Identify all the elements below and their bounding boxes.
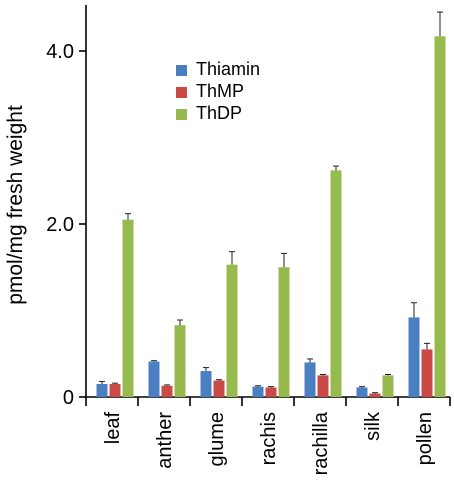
bar-thmp-rachilla <box>317 375 329 397</box>
bar-thiamin-silk <box>356 387 368 397</box>
legend-label-thdp: ThDP <box>196 103 242 123</box>
x-category-labels: leaf anther glume rachis rachilla silk pollen <box>102 411 436 475</box>
x-tick-label-pollen: pollen <box>414 412 436 465</box>
bar-thiamin-leaf <box>96 384 108 397</box>
y-axis-label: pmol/mg fresh weight <box>4 105 27 305</box>
bar-thiamin-rachilla <box>304 362 316 397</box>
y-tick-label: 2.0 <box>46 214 74 236</box>
y-tick-label: 0 <box>63 387 74 409</box>
bar-thmp-rachis <box>265 387 277 397</box>
axes <box>85 5 451 406</box>
x-tick-label-silk: silk <box>362 411 384 441</box>
bar-thiamin-anther <box>148 361 160 397</box>
x-tick-label-anther: anther <box>154 412 176 469</box>
error-bars-group <box>99 11 443 394</box>
legend-swatch-thdp <box>176 109 187 120</box>
x-tick-label-rachilla: rachilla <box>310 411 332 475</box>
legend-swatch-thiamin <box>176 65 187 76</box>
bar-thiamin-glume <box>200 371 212 397</box>
bar-thmp-anther <box>161 385 173 397</box>
bar-thmp-glume <box>213 380 225 397</box>
legend-label-thmp: ThMP <box>196 81 244 101</box>
bar-thdp-silk <box>382 375 394 397</box>
legend-swatch-thmp <box>176 87 187 98</box>
y-ticks: 0 2.0 4.0 <box>46 41 86 409</box>
bar-thmp-pollen <box>421 349 433 397</box>
legend-label-thiamin: Thiamin <box>196 59 260 79</box>
bar-thdp-pollen <box>434 36 446 398</box>
bar-thdp-glume <box>226 264 238 397</box>
y-tick-label: 4.0 <box>46 41 74 63</box>
bar-thiamin-rachis <box>252 386 264 397</box>
bar-thdp-anther <box>174 325 186 397</box>
bars-group <box>96 36 446 398</box>
x-tick-label-glume: glume <box>206 412 228 466</box>
bar-thdp-rachilla <box>330 170 342 397</box>
x-tick-label-leaf: leaf <box>102 412 124 445</box>
x-tick-label-rachis: rachis <box>258 412 280 465</box>
bar-thmp-silk <box>369 393 381 397</box>
bar-thmp-leaf <box>109 384 121 397</box>
bar-thdp-leaf <box>122 219 134 397</box>
bar-thiamin-pollen <box>408 317 420 397</box>
bar-thdp-rachis <box>278 267 290 397</box>
